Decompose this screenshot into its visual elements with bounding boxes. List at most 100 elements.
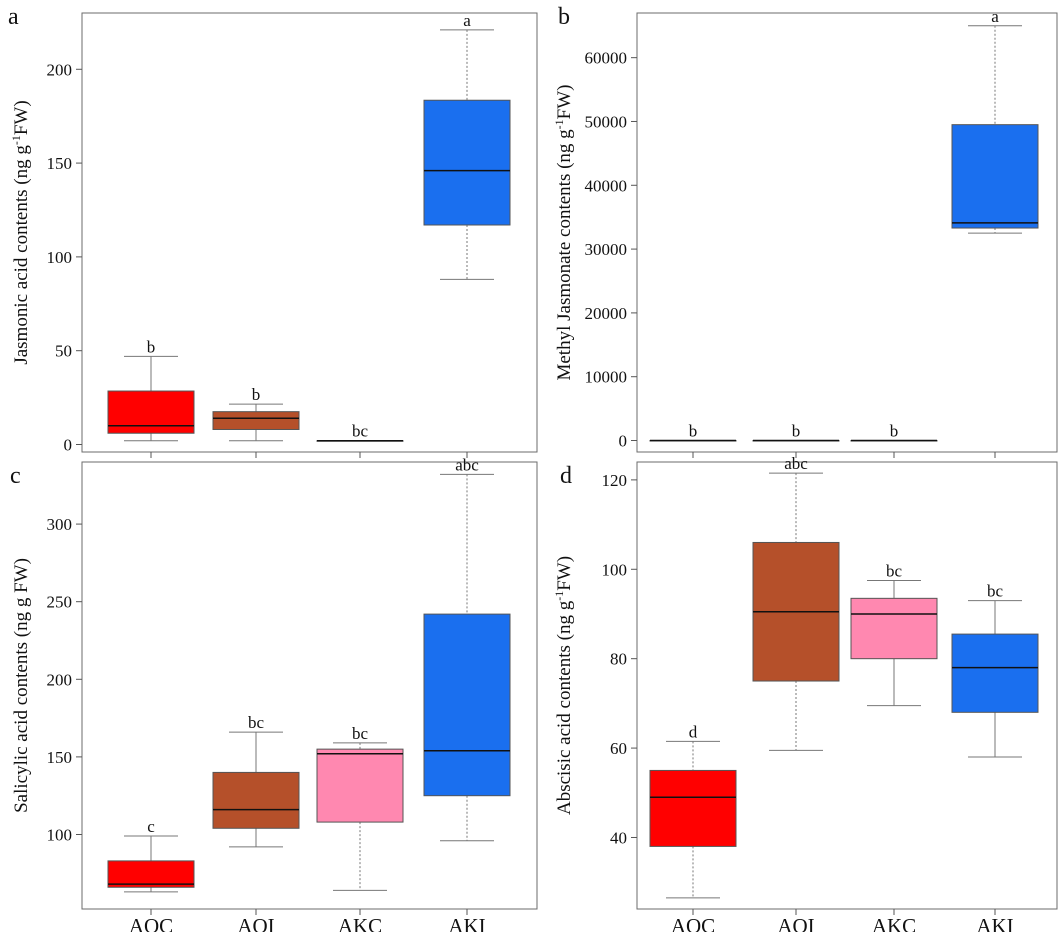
y-axis-label-part: Methyl Jasmonate contents (ng g xyxy=(554,129,575,381)
plot-frame xyxy=(81,12,538,453)
iqr-box xyxy=(649,769,737,847)
box-akc: bc xyxy=(316,422,404,442)
y-tick-label: 20000 xyxy=(585,304,628,323)
iqr-box xyxy=(951,633,1039,713)
y-tick-label: 0 xyxy=(619,432,628,451)
y-axis-label-part: -1 xyxy=(552,119,566,129)
y-tick-label: 300 xyxy=(47,515,73,534)
box-aki: bc xyxy=(951,582,1039,758)
iqr-box xyxy=(951,124,1039,229)
box-aoc: b xyxy=(107,337,195,442)
iqr-box xyxy=(850,597,938,660)
panel-d: d 40 60 80 100 120 Abscisic acid contents (ng … xyxy=(552,454,1058,932)
y-axis-label: Abscisic acid contents (ng g-1FW) xyxy=(552,556,575,815)
box-akc: b xyxy=(850,422,938,442)
significance-label: c xyxy=(147,817,155,836)
panel-a: a 0 50 100 150 200 Jasmonic acid contents (ng … xyxy=(8,4,538,458)
y-axis-label: Salicylic acid contents (ng g FW) xyxy=(11,558,32,813)
y-axis-label-part: Abscisic acid contents (ng g xyxy=(554,600,575,815)
iqr-box xyxy=(212,771,300,829)
x-tick-label: AOC xyxy=(129,914,173,932)
x-tick-label: AOC xyxy=(671,914,715,932)
y-tick-label: 40000 xyxy=(585,176,628,195)
iqr-box xyxy=(212,411,300,430)
y-tick-label: 100 xyxy=(47,826,73,845)
y-tick-label: 30000 xyxy=(585,240,628,259)
box-aoc: d xyxy=(649,722,737,899)
significance-label: bc xyxy=(987,582,1004,601)
panel-b: b 0 10000 20000 30000 40000 50000 60000 Methyl J… xyxy=(552,4,1058,458)
significance-label: b xyxy=(147,337,156,356)
y-tick-label: 100 xyxy=(602,560,628,579)
x-tick-label: AOI xyxy=(777,914,814,932)
y-tick-label: 80 xyxy=(610,650,627,669)
y-tick-label: 50000 xyxy=(585,112,628,131)
y-tick-label: 200 xyxy=(47,60,73,79)
y-tick-label: 40 xyxy=(610,828,627,847)
iqr-box xyxy=(107,860,195,888)
y-axis-label-part: Salicylic acid contents (ng g FW) xyxy=(11,558,32,813)
box-aoi: abc xyxy=(752,454,840,751)
panel-letter: b xyxy=(558,4,570,30)
y-tick-label: 120 xyxy=(602,471,628,490)
y-tick-label: 60 xyxy=(610,739,627,758)
iqr-box xyxy=(423,99,511,226)
y-tick-label: 200 xyxy=(47,670,73,689)
y-axis-label-part: FW) xyxy=(554,84,575,119)
plot-frame xyxy=(636,461,1058,910)
x-tick-label: AKI xyxy=(448,914,485,932)
y-axis-label-part: -1 xyxy=(9,135,23,145)
box-akc: bc xyxy=(850,561,938,707)
iqr-box xyxy=(423,613,511,797)
box-aoi: b xyxy=(212,385,300,442)
significance-label: bc xyxy=(248,713,265,732)
significance-label: b xyxy=(252,385,261,404)
significance-label: b xyxy=(792,422,801,441)
significance-label: a xyxy=(991,7,999,26)
y-axis-label-part: -1 xyxy=(552,591,566,601)
x-tick-label: AKC xyxy=(872,914,916,932)
box-aki: a xyxy=(951,7,1039,234)
box-aki: abc xyxy=(423,455,511,842)
iqr-box xyxy=(107,390,195,434)
plot-frame xyxy=(636,12,1058,453)
significance-label: bc xyxy=(352,724,369,743)
x-tick-label: AKI xyxy=(976,914,1013,932)
x-tick-label: AKC xyxy=(338,914,382,932)
y-tick-label: 60000 xyxy=(585,49,628,68)
y-tick-label: 100 xyxy=(47,248,73,267)
box-aoc: c xyxy=(107,817,195,893)
iqr-box xyxy=(316,748,404,823)
y-tick-label: 150 xyxy=(47,748,73,767)
significance-label: bc xyxy=(352,422,369,441)
significance-label: b xyxy=(689,422,698,441)
y-axis-label-part: Jasmonic acid contents (ng g xyxy=(11,145,32,365)
x-tick-label: AOI xyxy=(237,914,274,932)
panel-c: c 100 150 200 250 300 Salicylic acid contents … xyxy=(10,455,538,932)
panel-letter: a xyxy=(8,4,19,30)
box-aoi: bc xyxy=(212,713,300,848)
y-axis-label-part: FW) xyxy=(11,100,32,135)
box-aoi: b xyxy=(752,422,840,442)
box-akc: bc xyxy=(316,724,404,891)
panel-letter: c xyxy=(10,463,21,489)
significance-label: abc xyxy=(784,454,808,473)
y-tick-label: 10000 xyxy=(585,368,628,387)
y-axis-label: Methyl Jasmonate contents (ng g-1FW) xyxy=(552,84,575,380)
box-aki: a xyxy=(423,11,511,280)
box-aoc: b xyxy=(649,422,737,442)
significance-label: a xyxy=(463,11,471,30)
y-tick-label: 0 xyxy=(64,435,73,454)
significance-label: d xyxy=(689,722,698,741)
y-tick-label: 250 xyxy=(47,593,73,612)
significance-label: bc xyxy=(886,561,903,580)
y-tick-label: 150 xyxy=(47,154,73,173)
y-axis-label: Jasmonic acid contents (ng g-1FW) xyxy=(9,100,32,364)
y-tick-label: 50 xyxy=(55,342,72,361)
y-axis-label-part: FW) xyxy=(554,556,575,591)
significance-label: b xyxy=(890,422,899,441)
plot-frame xyxy=(81,461,538,910)
panel-letter: d xyxy=(560,463,572,489)
significance-label: abc xyxy=(455,455,479,474)
